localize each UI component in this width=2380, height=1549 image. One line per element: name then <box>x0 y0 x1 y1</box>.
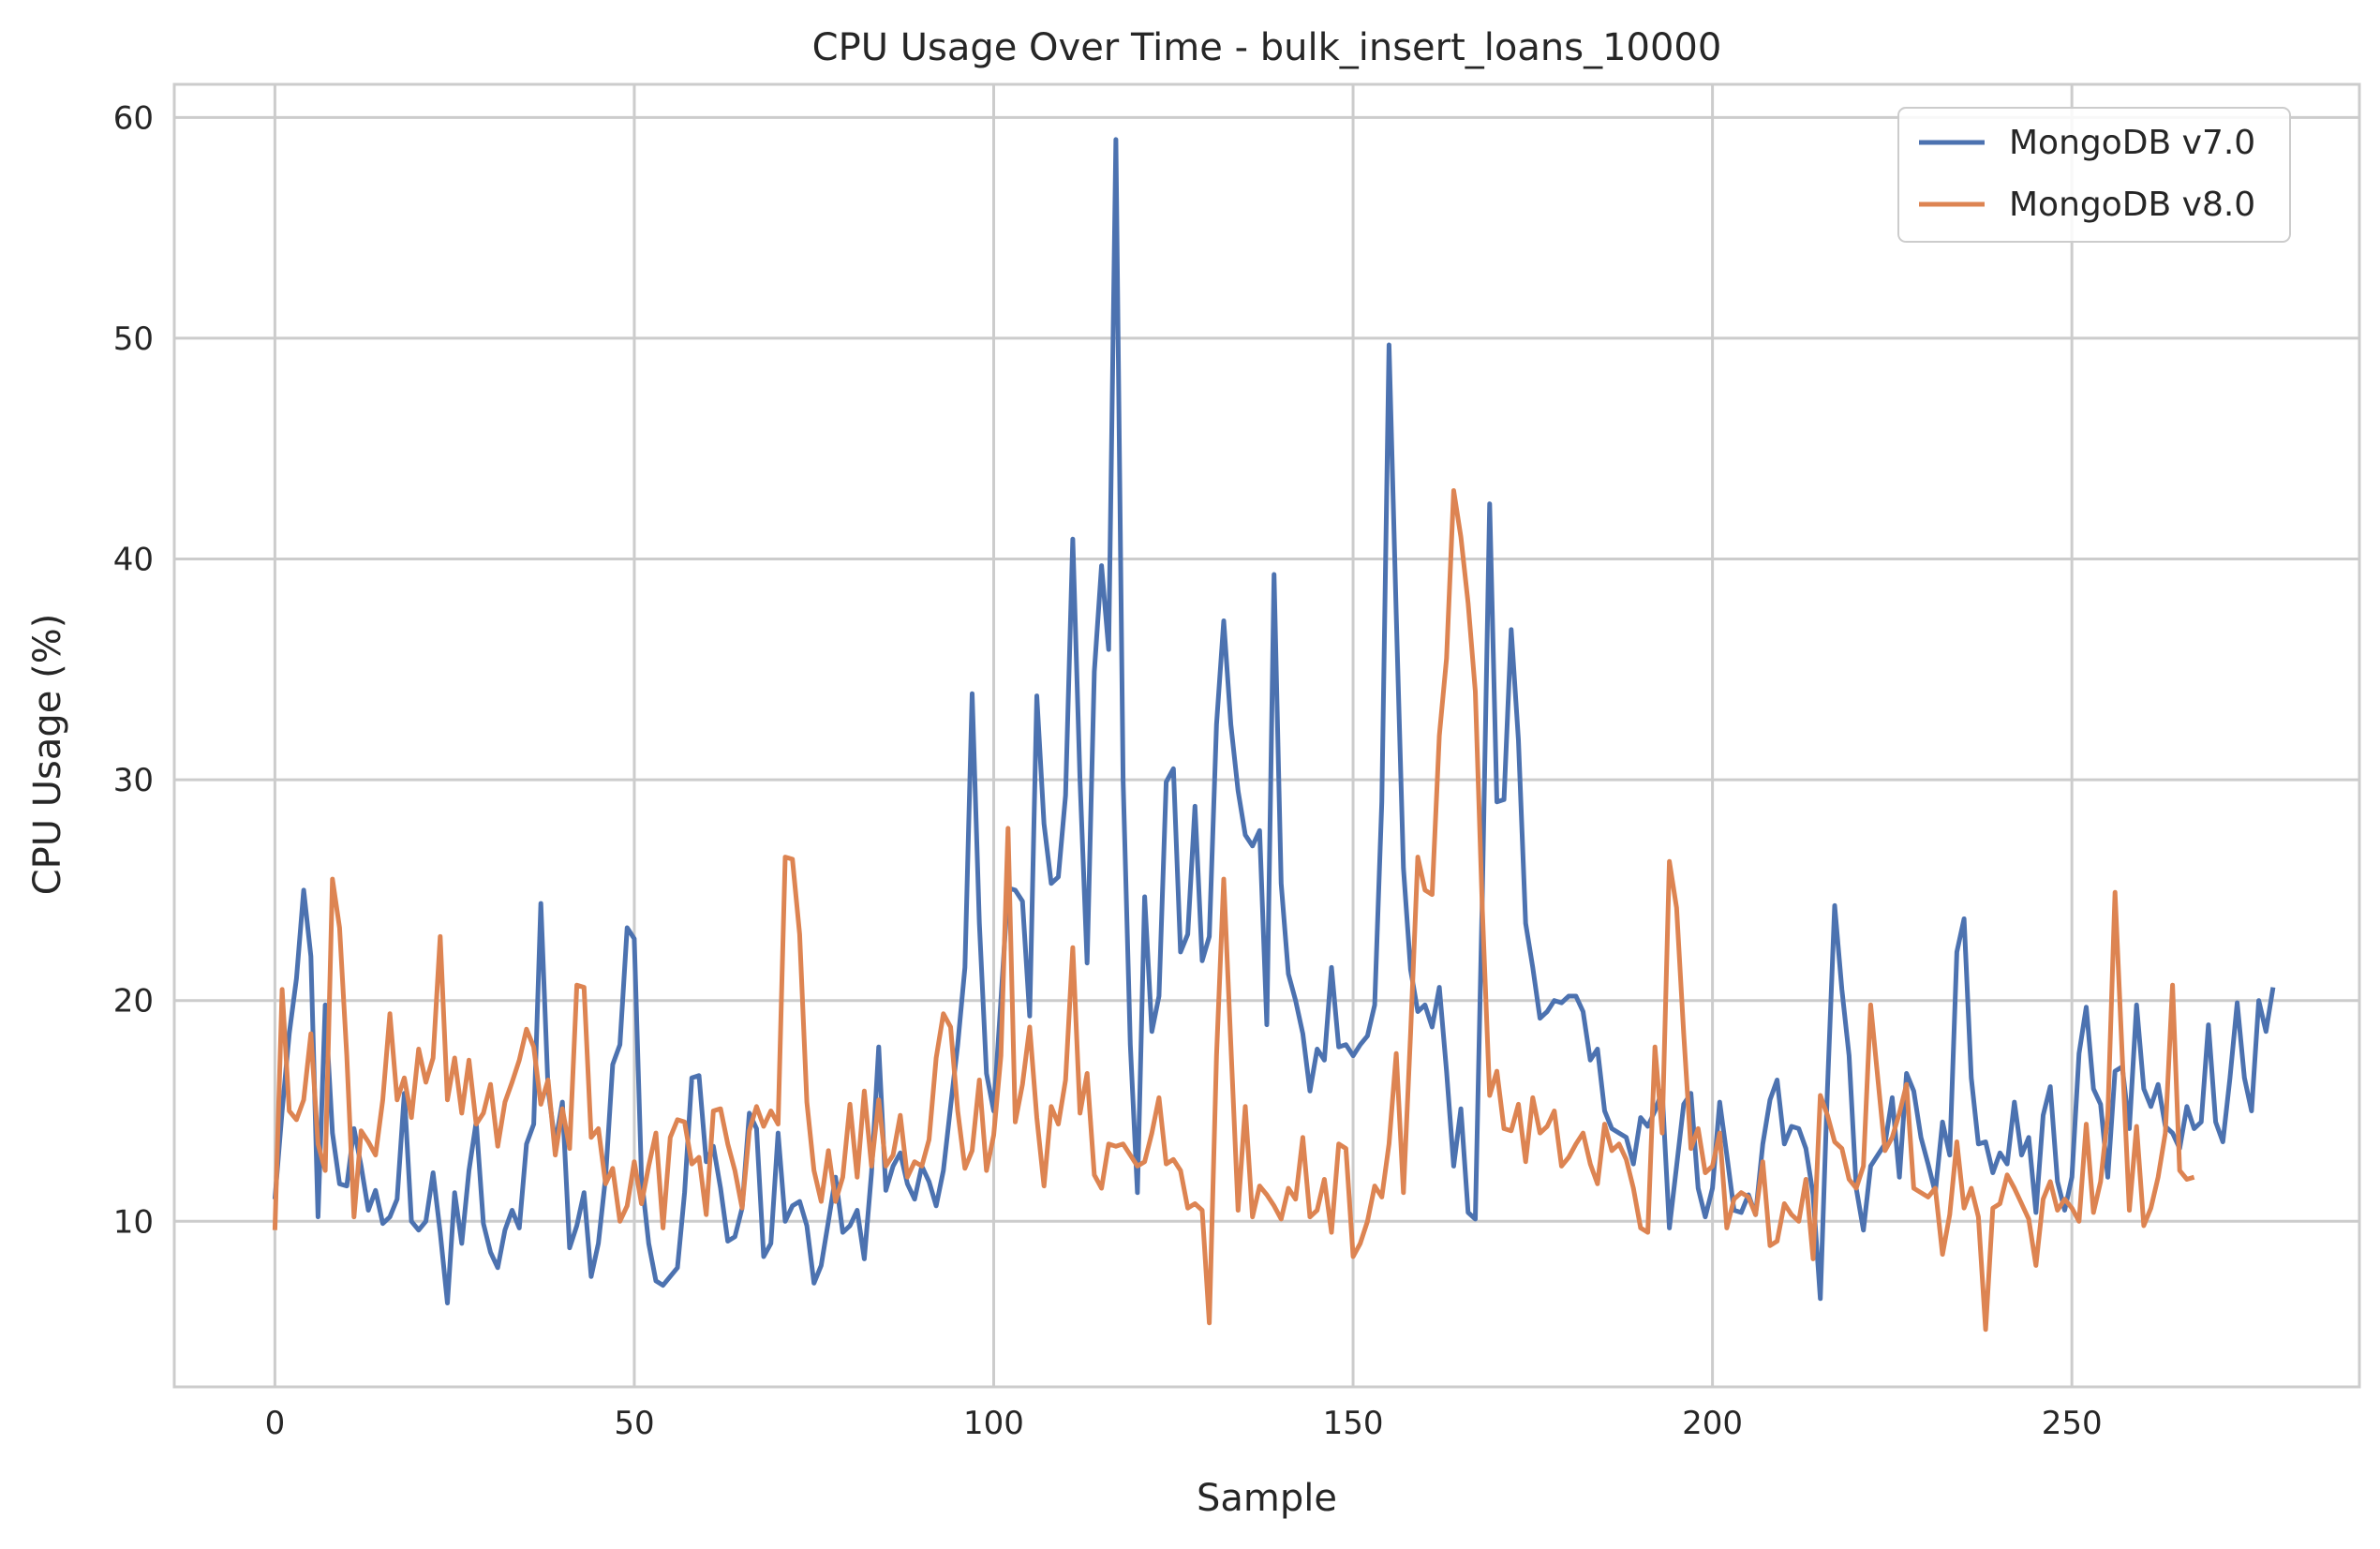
y-tick-label: 40 <box>113 542 154 579</box>
series-line-mongodb-v7 <box>272 137 2276 1305</box>
y-tick-label: 60 <box>113 99 154 137</box>
legend-label-mongodb-v7: MongoDB v7.0 <box>2009 124 2255 162</box>
x-tick-label: 0 <box>265 1405 286 1442</box>
series-lines <box>272 137 2276 1333</box>
series-line-mongodb-v8 <box>272 488 2195 1333</box>
legend-box <box>1897 107 2291 243</box>
y-tick-label: 30 <box>113 762 154 799</box>
x-tick-label: 50 <box>614 1405 654 1442</box>
x-tick-labels: 0 50 100 150 200 250 <box>265 1405 2103 1442</box>
legend-label-mongodb-v8: MongoDB v8.0 <box>2009 186 2255 224</box>
legend: MongoDB v7.0 MongoDB v8.0 <box>1897 107 2291 243</box>
y-tick-label: 20 <box>113 983 154 1020</box>
x-axis-label: Sample <box>1197 1477 1337 1520</box>
y-tick-label: 10 <box>113 1203 154 1241</box>
y-axis-label: CPU Usage (%) <box>26 614 69 896</box>
x-tick-label: 200 <box>1682 1405 1743 1442</box>
y-tick-labels: 10 20 30 40 50 60 <box>113 99 154 1241</box>
x-tick-label: 100 <box>963 1405 1024 1442</box>
plot-frame <box>172 82 2361 1389</box>
y-tick-label: 50 <box>113 320 154 358</box>
x-tick-label: 150 <box>1323 1405 1384 1442</box>
chart-title: CPU Usage Over Time - bulk_insert_loans_… <box>812 26 1722 69</box>
x-tick-label: 250 <box>2042 1405 2103 1442</box>
